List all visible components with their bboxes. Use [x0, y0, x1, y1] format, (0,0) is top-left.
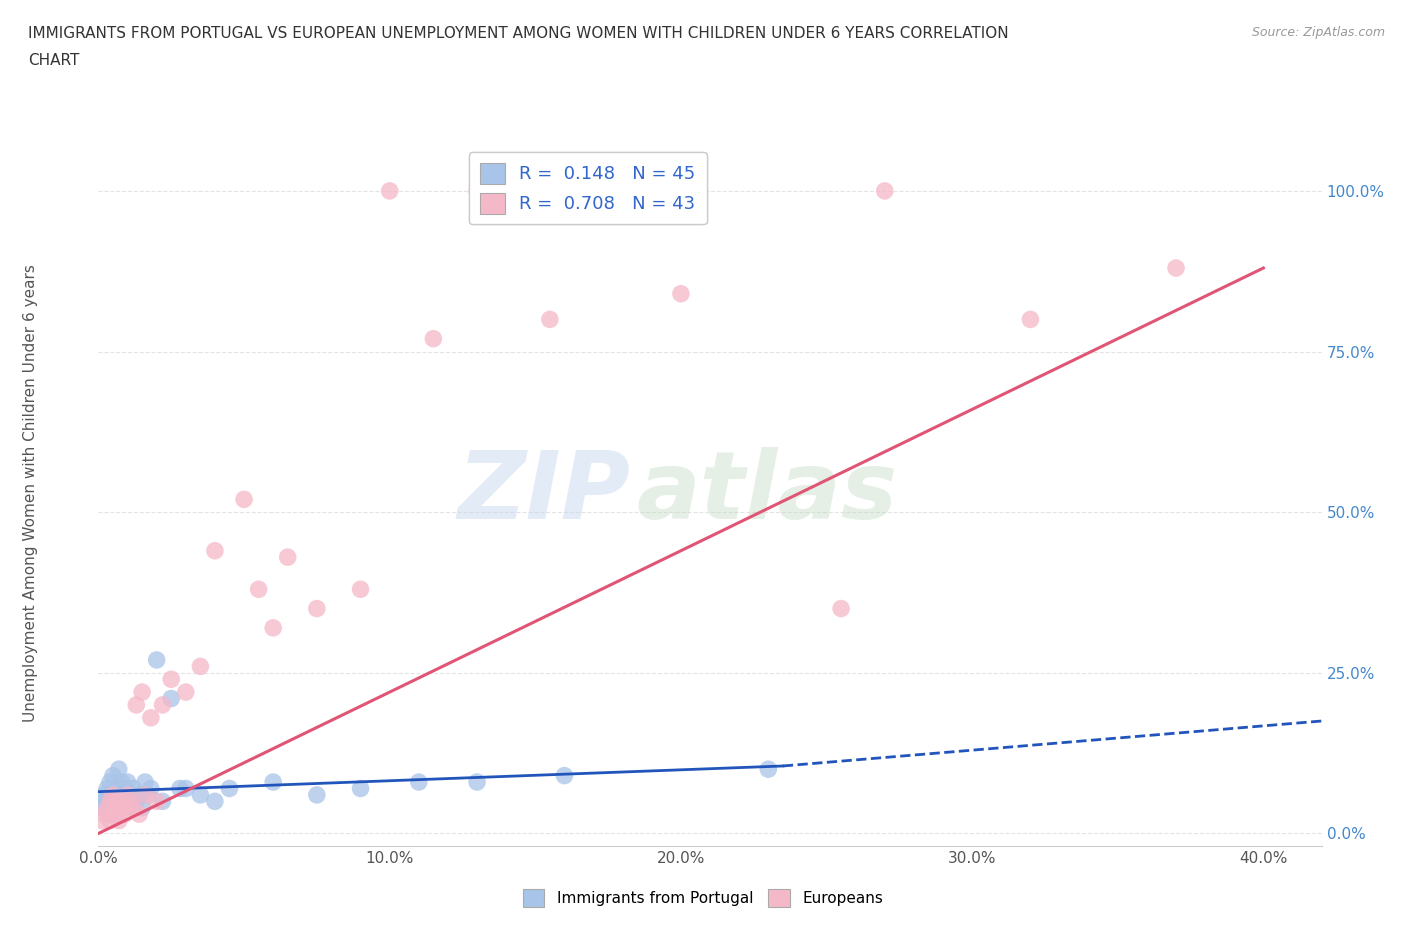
Point — [96, 801, 118, 816]
Point — [465, 183, 488, 198]
Point — [538, 312, 561, 326]
Point — [93, 794, 115, 809]
Point — [96, 781, 118, 796]
Point — [160, 671, 183, 686]
Point — [101, 768, 124, 783]
Point — [128, 788, 150, 803]
Point — [111, 775, 134, 790]
Point — [101, 788, 124, 803]
Point — [145, 794, 167, 809]
Point — [134, 788, 156, 803]
Point — [277, 550, 299, 565]
Point — [247, 582, 270, 597]
Point — [98, 794, 121, 809]
Point — [152, 698, 174, 712]
Point — [262, 620, 284, 635]
Text: Unemployment Among Women with Children Under 6 years: Unemployment Among Women with Children U… — [24, 264, 38, 722]
Point — [233, 492, 256, 507]
Point — [104, 794, 127, 809]
Point — [108, 801, 131, 816]
Point — [218, 781, 240, 796]
Legend: R =  0.148   N = 45, R =  0.708   N = 43: R = 0.148 N = 45, R = 0.708 N = 43 — [468, 153, 707, 224]
Point — [108, 813, 131, 828]
Point — [756, 762, 779, 777]
Point — [90, 801, 112, 816]
Point — [669, 286, 692, 301]
Text: ZIP: ZIP — [457, 447, 630, 538]
Point — [174, 781, 197, 796]
Point — [120, 788, 142, 803]
Point — [122, 781, 145, 796]
Text: Source: ZipAtlas.com: Source: ZipAtlas.com — [1251, 26, 1385, 39]
Point — [378, 183, 401, 198]
Point — [117, 801, 139, 816]
Point — [117, 788, 139, 803]
Point — [873, 183, 896, 198]
Point — [90, 813, 112, 828]
Point — [101, 788, 124, 803]
Point — [117, 775, 139, 790]
Point — [104, 781, 127, 796]
Point — [204, 543, 226, 558]
Point — [131, 801, 153, 816]
Point — [104, 794, 127, 809]
Point — [98, 794, 121, 809]
Point — [114, 801, 136, 816]
Point — [93, 788, 115, 803]
Point — [108, 788, 131, 803]
Point — [98, 806, 121, 821]
Point — [408, 775, 430, 790]
Point — [125, 794, 148, 809]
Point — [1164, 260, 1187, 275]
Point — [114, 806, 136, 821]
Point — [262, 775, 284, 790]
Point — [169, 781, 191, 796]
Point — [174, 684, 197, 699]
Text: IMMIGRANTS FROM PORTUGAL VS EUROPEAN UNEMPLOYMENT AMONG WOMEN WITH CHILDREN UNDE: IMMIGRANTS FROM PORTUGAL VS EUROPEAN UNE… — [28, 26, 1008, 41]
Point — [93, 806, 115, 821]
Point — [96, 801, 118, 816]
Point — [145, 653, 167, 668]
Text: CHART: CHART — [28, 53, 80, 68]
Point — [111, 794, 134, 809]
Point — [117, 794, 139, 809]
Point — [136, 788, 159, 803]
Point — [305, 788, 328, 803]
Point — [114, 781, 136, 796]
Point — [152, 794, 174, 809]
Point — [830, 601, 852, 616]
Point — [120, 794, 142, 809]
Point — [465, 775, 488, 790]
Point — [553, 768, 575, 783]
Point — [160, 691, 183, 706]
Point — [128, 806, 150, 821]
Point — [349, 582, 371, 597]
Point — [122, 801, 145, 816]
Point — [188, 659, 212, 674]
Point — [101, 806, 124, 821]
Point — [349, 781, 371, 796]
Point — [101, 801, 124, 816]
Point — [422, 331, 444, 346]
Point — [131, 684, 153, 699]
Point — [108, 794, 131, 809]
Point — [108, 762, 131, 777]
Point — [139, 781, 162, 796]
Point — [305, 601, 328, 616]
Point — [98, 775, 121, 790]
Point — [188, 788, 212, 803]
Point — [1019, 312, 1042, 326]
Point — [111, 801, 134, 816]
Point — [134, 775, 156, 790]
Point — [98, 813, 121, 828]
Point — [204, 794, 226, 809]
Text: atlas: atlas — [637, 447, 898, 538]
Point — [125, 698, 148, 712]
Point — [104, 806, 127, 821]
Point — [139, 711, 162, 725]
Legend: Immigrants from Portugal, Europeans: Immigrants from Portugal, Europeans — [517, 884, 889, 913]
